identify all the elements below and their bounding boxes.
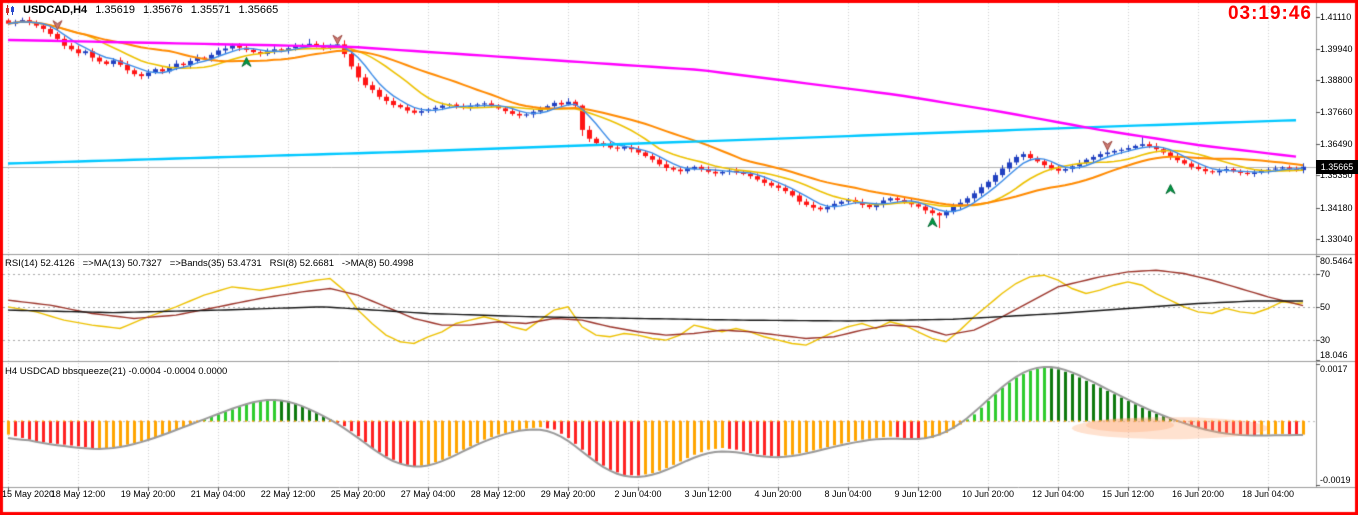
- bbsqueeze-axis[interactable]: 0.0017 -0.0019: [1316, 364, 1358, 485]
- price-axis-label: 1.35350: [1320, 170, 1353, 180]
- time-axis-label: 10 Jun 20:00: [961, 489, 1015, 499]
- pane-separator-rsi-squeeze[interactable]: [0, 359, 1358, 363]
- price-axis-label: 1.39940: [1320, 44, 1353, 54]
- server-clock: 03:19:46: [1227, 3, 1312, 24]
- rsi-indicator-label: RSI(14) 52.4126 =>MA(13) 50.7327 =>Bands…: [5, 258, 414, 269]
- price-axis[interactable]: 1.41110 1.39940 1.38800 1.37660 1.36490 1.353…: [1316, 0, 1358, 254]
- bbsqueeze-indicator-label: H4 USDCAD bbsqueeze(21) -0.0004 -0.0004 …: [5, 366, 228, 377]
- time-axis-label: 9 Jun 12:00: [894, 489, 942, 499]
- ohlc-close: 1.35665: [238, 4, 279, 16]
- time-axis-label: 3 Jun 12:00: [684, 489, 732, 499]
- current-price-badge: 1.35665: [1316, 160, 1358, 174]
- time-axis-label: 25 May 20:00: [330, 489, 386, 499]
- ohlc-open: 1.35619: [95, 4, 135, 16]
- time-axis-label: 16 Jun 20:00: [1171, 489, 1225, 499]
- price-axis-label: 1.36490: [1320, 139, 1353, 149]
- time-axis-label: 22 May 12:00: [260, 489, 316, 499]
- time-axis-label: 4 Jun 20:00: [754, 489, 802, 499]
- time-axis-label: 2 Jun 04:00: [614, 489, 662, 499]
- ohlc-high: 1.35676: [142, 4, 183, 16]
- chart-header: USDCAD,H4 1.35619 1.35676 1.35571 1.3566…: [6, 4, 278, 16]
- time-axis-label: 15 Jun 12:00: [1101, 489, 1155, 499]
- pane-separator-main-rsi[interactable]: [0, 252, 1358, 256]
- price-axis-label: 1.34180: [1320, 203, 1353, 213]
- time-axis-label: 12 Jun 04:00: [1031, 489, 1085, 499]
- rsi-axis-label: 70: [1320, 269, 1331, 279]
- time-axis-label: 8 Jun 04:00: [824, 489, 872, 499]
- price-axis-label: 1.41110: [1320, 12, 1352, 22]
- rsi-axis-label: 18.046: [1320, 350, 1348, 360]
- bbsqueeze-axis-label: -0.0019: [1320, 475, 1351, 485]
- rsi-axis-label: 80.5464: [1320, 256, 1353, 266]
- time-axis-label: 21 May 04:00: [190, 489, 246, 499]
- rsi-axis-label: 50: [1320, 302, 1331, 312]
- time-axis-label: 15 May 2020: [2, 489, 55, 499]
- time-axis[interactable]: 15 May 2020 18 May 12:00 19 May 20:00 21 Ma…: [0, 488, 1316, 504]
- bbsqueeze-axis-label: 0.0017: [1320, 364, 1348, 374]
- symbol-icon: [6, 4, 15, 16]
- time-axis-label: 18 May 12:00: [50, 489, 106, 499]
- rsi-axis[interactable]: 80.5464 70 50 30 18.046: [1316, 256, 1358, 360]
- price-axis-label: 1.37660: [1320, 107, 1353, 117]
- ohlc-low: 1.35571: [190, 4, 231, 16]
- time-axis-label: 27 May 04:00: [400, 489, 456, 499]
- symbol-timeframe-label: USDCAD,H4: [23, 4, 88, 16]
- price-axis-label: 1.38800: [1320, 75, 1353, 85]
- time-axis-label: 18 Jun 04:00: [1241, 489, 1295, 499]
- price-axis-label: 1.33040: [1320, 234, 1353, 244]
- time-axis-label: 29 May 20:00: [540, 489, 596, 499]
- rsi-axis-label: 30: [1320, 335, 1331, 345]
- time-axis-label: 28 May 12:00: [470, 489, 526, 499]
- time-axis-label: 19 May 20:00: [120, 489, 176, 499]
